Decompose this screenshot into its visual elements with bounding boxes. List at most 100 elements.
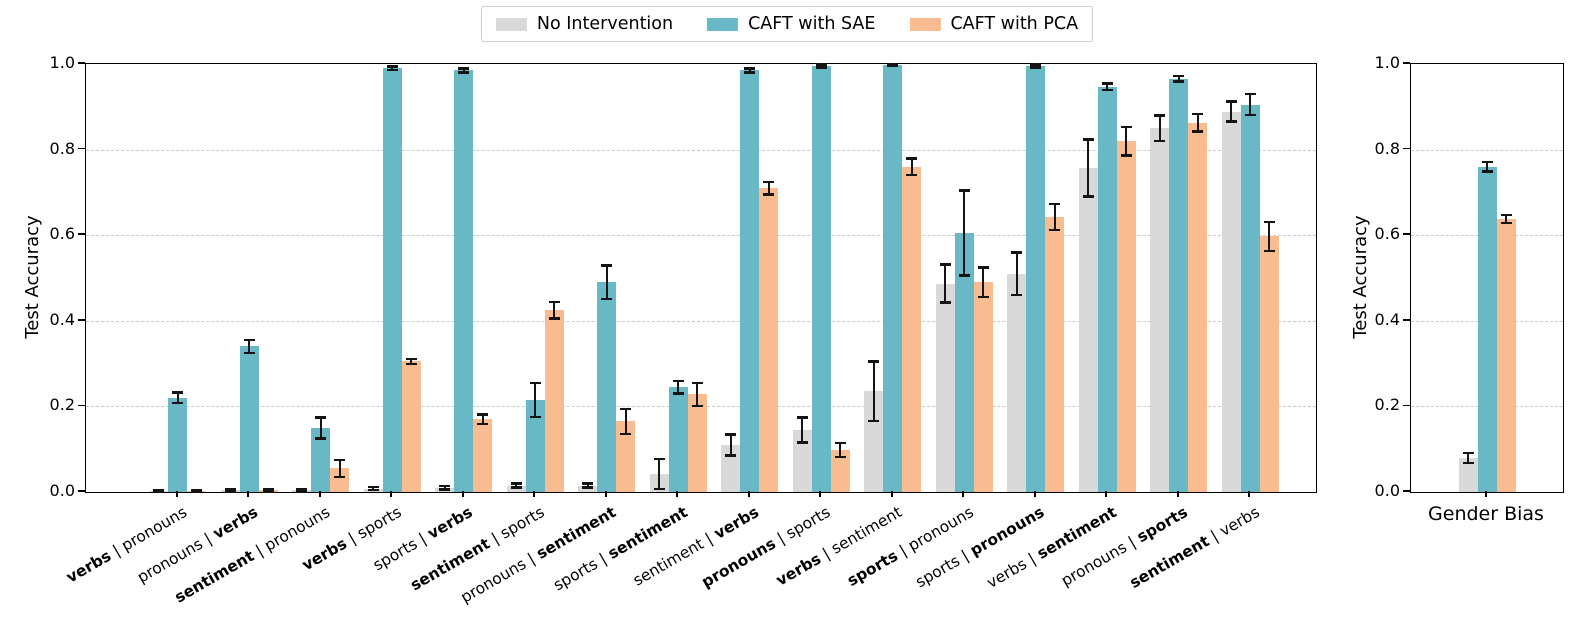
error-bar xyxy=(744,67,756,74)
error-bar xyxy=(1082,138,1094,198)
error-bar xyxy=(243,339,255,354)
y-tick-mark xyxy=(78,404,85,407)
bar xyxy=(330,468,350,492)
y-tick-label: 0.4 xyxy=(1374,309,1400,329)
y-tick-mark xyxy=(78,319,85,321)
y-tick-mark xyxy=(78,233,85,235)
error-bar xyxy=(386,65,398,72)
x-tick-mark xyxy=(1033,491,1036,497)
error-bar xyxy=(1263,220,1275,253)
error-bar xyxy=(582,482,594,489)
bar xyxy=(721,444,741,492)
error-bar xyxy=(815,63,827,69)
legend: No Intervention CAFT with SAE CAFT with … xyxy=(480,6,1094,42)
bar xyxy=(1045,216,1065,492)
x-tick-label: verbs | sentiment xyxy=(983,503,1120,592)
error-bar xyxy=(1192,112,1204,133)
x-tick-label: sentiment | verbs xyxy=(1126,503,1263,592)
x-tick-mark xyxy=(604,491,607,497)
error-bar xyxy=(172,391,184,405)
legend-item-caft-pca: CAFT with PCA xyxy=(909,14,1078,34)
x-tick-mark xyxy=(962,491,965,497)
error-bar xyxy=(601,264,613,301)
bar xyxy=(1169,78,1189,492)
x-tick-mark xyxy=(247,491,250,497)
error-bar xyxy=(191,488,203,493)
y-tick-mark xyxy=(1403,404,1410,407)
gridline xyxy=(1411,149,1563,151)
x-tick-mark xyxy=(676,491,679,497)
legend-label: CAFT with PCA xyxy=(950,14,1079,34)
y-tick-mark xyxy=(78,62,85,64)
y-tick-label: 0.0 xyxy=(1374,481,1400,500)
error-bar xyxy=(1030,63,1042,69)
bar xyxy=(597,282,617,492)
y-tick-mark xyxy=(1403,233,1410,235)
bar xyxy=(1458,457,1478,492)
x-tick-mark xyxy=(1485,491,1487,497)
x-tick-mark xyxy=(1248,491,1251,497)
y-tick-mark xyxy=(1403,319,1410,321)
x-tick-label: verbs | sentiment xyxy=(772,503,905,590)
error-bar xyxy=(958,189,970,277)
x-tick-mark xyxy=(533,491,536,497)
x-tick-label: pronouns | sports xyxy=(1058,503,1191,590)
gridline xyxy=(86,235,1316,237)
bar xyxy=(1188,122,1208,492)
caft-sae-swatch-icon xyxy=(707,17,739,31)
error-bar xyxy=(529,381,541,419)
bar xyxy=(830,450,850,492)
error-bar xyxy=(439,484,451,491)
error-bar xyxy=(620,407,632,436)
error-bar xyxy=(796,416,808,444)
no-intervention-swatch-icon xyxy=(495,17,527,31)
caft-pca-swatch-icon xyxy=(909,17,941,31)
bar xyxy=(1097,86,1117,492)
bar xyxy=(1007,273,1027,492)
error-bar xyxy=(296,488,308,493)
error-bar xyxy=(1011,251,1023,297)
bar xyxy=(954,233,974,492)
bar xyxy=(1150,128,1170,492)
y-tick-mark xyxy=(1403,62,1410,64)
legend-item-no-intervention: No Intervention xyxy=(495,14,673,34)
x-tick-label: pronouns | sports xyxy=(698,503,834,592)
error-bar xyxy=(1173,74,1185,83)
bar xyxy=(935,283,955,492)
bar xyxy=(1259,236,1279,492)
error-bar xyxy=(1225,100,1237,123)
bar xyxy=(506,485,526,492)
bar xyxy=(239,346,259,492)
error-bar xyxy=(1101,82,1113,92)
bar xyxy=(1496,218,1516,492)
error-bar xyxy=(725,433,737,457)
error-bar xyxy=(262,488,274,493)
error-bar xyxy=(367,485,379,492)
bar xyxy=(973,282,993,492)
bar xyxy=(544,310,564,492)
bar xyxy=(759,188,779,492)
bar xyxy=(1221,111,1241,492)
bar xyxy=(401,361,421,492)
bar xyxy=(1026,66,1046,492)
error-bar xyxy=(548,300,560,320)
error-bar xyxy=(1120,125,1132,157)
y-tick-label: 0.8 xyxy=(49,138,75,158)
x-tick-label: sports | pronouns xyxy=(843,503,977,590)
error-bar xyxy=(1462,451,1474,464)
error-bar xyxy=(1154,114,1166,143)
y-tick-mark xyxy=(1403,490,1410,492)
y-tick-label: 0.8 xyxy=(1374,138,1400,158)
x-tick-mark xyxy=(1176,491,1179,497)
x-tick-label: sports | sentiment xyxy=(549,503,691,595)
x-tick-mark xyxy=(461,491,464,497)
x-tick-label: pronouns | verbs xyxy=(134,503,262,587)
error-bar xyxy=(672,379,684,395)
bar xyxy=(473,419,493,492)
gender-bias-bar-chart xyxy=(1410,63,1564,493)
error-bar xyxy=(1481,160,1493,173)
x-tick-mark xyxy=(747,491,750,497)
x-tick-label: verbs | pronouns xyxy=(62,503,190,587)
bar xyxy=(616,421,636,492)
y-tick-label: 0.6 xyxy=(49,224,75,244)
